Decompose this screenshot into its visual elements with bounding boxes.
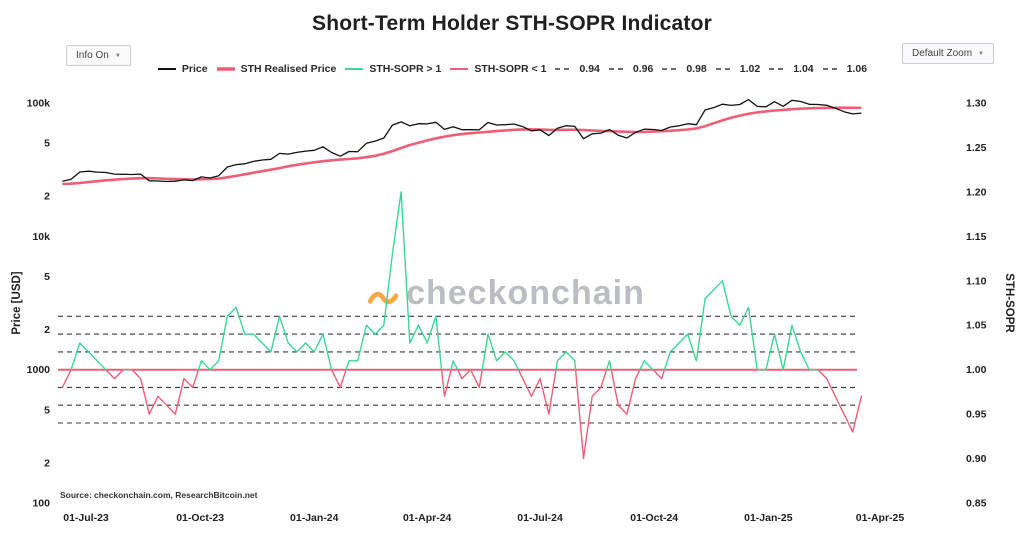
x-tick-label: 01-Oct-24 <box>630 512 678 524</box>
legend-item-label: Price <box>181 63 208 75</box>
legend-swatch-icon <box>216 67 235 71</box>
price-tick-label: 100k <box>27 98 51 110</box>
x-tick-label: 01-Oct-23 <box>176 512 224 524</box>
chevron-down-icon: ▼ <box>978 50 984 57</box>
sopr-axis-title: STH-SOPR <box>1003 273 1015 333</box>
legend-swatch-icon <box>608 68 627 70</box>
sopr-tick-label: 1.15 <box>966 231 987 243</box>
legend-item-sth-sopr-1[interactable]: STH-SOPR < 1 <box>449 63 546 75</box>
x-tick-label: 01-Jul-24 <box>517 512 563 524</box>
legend-item-1.02[interactable]: 1.02 <box>715 63 760 75</box>
legend-item-0.94[interactable]: 0.94 <box>554 63 600 75</box>
price-tick-label: 1000 <box>27 364 51 376</box>
legend-item-price[interactable]: Price <box>157 63 208 75</box>
legend-swatch-icon <box>662 68 681 70</box>
legend-swatch-icon <box>450 68 469 70</box>
legend-item-label: 1.04 <box>793 63 814 75</box>
x-tick-label: 01-Jul-23 <box>63 512 109 524</box>
price-tick-label: 2 <box>44 191 50 203</box>
sopr-tick-label: 1.00 <box>966 364 987 376</box>
legend-swatch-icon <box>555 68 574 70</box>
price-tick-label: 10k <box>32 231 50 243</box>
chart-title: Short-Term Holder STH-SOPR Indicator <box>311 12 712 35</box>
x-tick-label: 01-Jan-25 <box>744 512 793 524</box>
legend-item-0.96[interactable]: 0.96 <box>608 63 653 75</box>
chevron-down-icon: ▼ <box>114 52 121 59</box>
price-tick-label: 5 <box>44 271 50 283</box>
sopr-tick-label: 1.05 <box>966 320 987 332</box>
price-line <box>62 98 862 183</box>
legend-item-label: 1.06 <box>846 63 868 75</box>
sopr-above-1-line <box>70 191 819 371</box>
legend-item-label: STH Realised Price <box>240 63 337 75</box>
legend-swatch-icon <box>769 68 788 70</box>
legend-item-label: 0.98 <box>686 63 707 75</box>
legend-item-0.98[interactable]: 0.98 <box>661 63 707 75</box>
watermark-text: checkonchain <box>406 274 645 312</box>
x-tick-label: 01-Jan-24 <box>290 512 339 524</box>
info-toggle-button[interactable]: Info On ▼ <box>66 45 131 66</box>
sopr-below-1-line <box>61 369 863 460</box>
legend-item-label: STH-SOPR < 1 <box>474 63 547 75</box>
price-tick-label: 100 <box>32 498 50 510</box>
source-credit: Source: checkonchain.com, ResearchBitcoi… <box>60 490 258 500</box>
sopr-tick-label: 1.25 <box>966 142 987 154</box>
legend-item-1.06[interactable]: 1.06 <box>822 63 867 75</box>
legend-item-label: STH-SOPR > 1 <box>369 63 442 75</box>
legend: Price STH Realised Price STH-SOPR > 1 STH-S… <box>0 63 1024 75</box>
price-tick-label: 2 <box>44 324 50 336</box>
zoom-select-button[interactable]: Default Zoom ▼ <box>902 43 994 64</box>
sopr-tick-label: 1.20 <box>966 186 987 198</box>
legend-item-1.04[interactable]: 1.04 <box>768 63 814 75</box>
price-tick-label: 5 <box>44 404 50 416</box>
price-tick-label: 2 <box>44 457 50 469</box>
x-tick-label: 01-Apr-25 <box>856 512 905 524</box>
sopr-tick-label: 1.10 <box>966 275 987 287</box>
sth-realised-price-line <box>62 106 862 186</box>
legend-swatch-icon <box>822 68 841 70</box>
legend-item-label: 1.02 <box>739 63 761 75</box>
zoom-select-label: Default Zoom <box>912 48 973 59</box>
legend-swatch-icon <box>157 68 176 70</box>
watermark: checkonchain <box>368 276 645 310</box>
legend-item-label: 0.96 <box>632 63 654 75</box>
x-tick-label: 01-Apr-24 <box>403 512 452 524</box>
price-axis-title: Price [USD] <box>11 271 23 334</box>
legend-swatch-icon <box>345 68 364 70</box>
legend-swatch-icon <box>715 68 734 70</box>
sopr-tick-label: 0.90 <box>966 453 987 465</box>
sopr-tick-label: 0.85 <box>966 498 987 510</box>
info-toggle-label: Info On <box>76 50 109 61</box>
legend-item-sth-sopr-1[interactable]: STH-SOPR > 1 <box>344 63 441 75</box>
checkonchain-logo-icon <box>368 291 399 305</box>
legend-item-sth-realised-price[interactable]: STH Realised Price <box>216 63 337 75</box>
price-tick-label: 5 <box>44 138 50 150</box>
sopr-tick-label: 0.95 <box>966 409 987 421</box>
sopr-tick-label: 1.30 <box>966 98 987 110</box>
legend-item-label: 0.94 <box>579 63 600 75</box>
